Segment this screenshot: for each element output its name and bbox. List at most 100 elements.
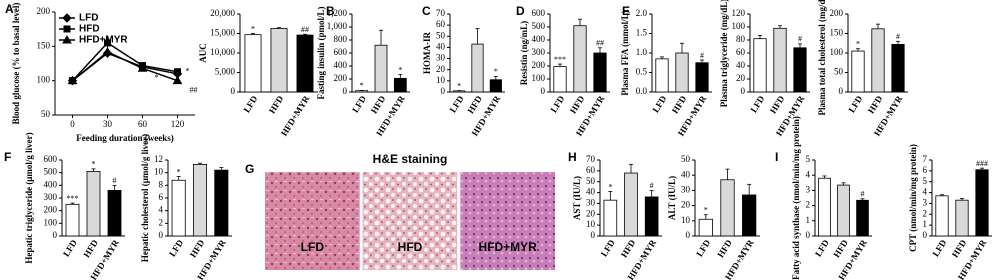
y-tick-label: 150 — [37, 40, 51, 50]
y-tick-label: 0 — [541, 86, 546, 96]
y-tick-label: 10 — [436, 75, 446, 85]
y-tick-label: 500 — [532, 21, 546, 31]
panel-label: B — [326, 4, 335, 18]
y-axis-title: Hepatic cholesterol (μmol/g liver) — [140, 134, 150, 262]
y-tick-label: 0 — [741, 86, 746, 96]
y-tick-label: 2.0 — [636, 8, 648, 18]
y-tick-label: 600 — [334, 47, 348, 57]
y-tick-label: 0 — [441, 86, 446, 96]
significance: * — [92, 160, 96, 169]
y-tick-label: 50 — [586, 176, 596, 186]
histology-image — [362, 172, 458, 270]
x-tick-label: HFD — [568, 93, 587, 115]
bar — [698, 218, 713, 237]
significance: * — [856, 40, 860, 49]
point — [104, 39, 111, 47]
bar — [837, 184, 850, 237]
y-tick-label: 10 — [154, 167, 164, 177]
y-tick-label: 100 — [830, 47, 844, 57]
y-tick-label: 0 — [839, 86, 844, 96]
y-tick-label: 30 — [436, 53, 446, 63]
x-tick-label: HFD — [715, 237, 734, 259]
histology-image — [460, 172, 555, 270]
y-tick-label: 2 — [806, 200, 811, 210]
image-label: LFD — [301, 240, 325, 254]
bar — [644, 196, 659, 237]
significance: * — [494, 67, 498, 76]
image-title: H&E staining — [373, 152, 448, 166]
x-tick-label: LFD — [650, 93, 668, 114]
y-tick-label: 200 — [334, 73, 348, 83]
significance: * — [177, 167, 181, 176]
bar — [471, 43, 484, 93]
y-tick-label: 1,000 — [327, 21, 348, 31]
x-tick-label: HFD — [369, 93, 388, 115]
significance: * — [704, 206, 708, 215]
bar — [891, 44, 905, 93]
significance: ## — [596, 39, 604, 48]
x-tick-label: LFD — [167, 237, 185, 258]
y-axis-title: HOMA-IR — [422, 32, 432, 74]
bar — [773, 27, 787, 93]
y-tick-label: 20 — [681, 200, 691, 210]
y-tick-label: 70 — [436, 8, 446, 18]
y-axis-title: Blood glucose (% to basal level) — [11, 3, 21, 125]
significance: ## — [190, 85, 198, 94]
bar — [65, 203, 80, 237]
point — [172, 75, 183, 85]
significance: # — [896, 32, 900, 41]
significance: # — [700, 51, 704, 60]
y-axis-title: AUC — [198, 43, 208, 63]
line — [71, 41, 178, 82]
y-tick-label: 60 — [736, 47, 746, 57]
x-tick-label: LFD — [813, 237, 831, 258]
y-tick-label: 100 — [44, 217, 58, 227]
x-tick-label: HFD — [670, 93, 689, 115]
bar — [935, 195, 949, 237]
y-tick-label: 1.0 — [636, 47, 648, 57]
bar — [171, 179, 186, 237]
y-tick-label: 8 — [159, 179, 164, 189]
significance: * — [251, 24, 255, 33]
y-tick-label: 0 — [159, 230, 164, 240]
bar — [742, 194, 757, 237]
bar — [675, 52, 689, 93]
y-tick-label: 100 — [532, 73, 546, 83]
bar — [593, 52, 607, 93]
y-tick-label: 0 — [591, 230, 596, 240]
y-tick-label: 1,200 — [327, 8, 348, 18]
significance: * — [608, 182, 612, 191]
y-tick-label: 70 — [586, 154, 596, 164]
y-tick-label: 60 — [436, 19, 446, 29]
x-tick-label: HFD — [866, 93, 885, 115]
x-tick-label: LFD — [241, 93, 259, 114]
y-tick-label: 40 — [586, 187, 596, 197]
bar — [374, 44, 388, 93]
y-tick-label: 30 — [586, 197, 596, 207]
significance: ## — [301, 25, 309, 34]
x-tick-label: 0 — [70, 119, 75, 129]
x-axis-title: Feeding duration (weeks) — [76, 133, 174, 143]
y-tick-label: 200 — [44, 205, 58, 215]
y-tick-label: 0 — [686, 230, 691, 240]
panel-label: E — [622, 4, 630, 18]
panel-label: G — [245, 162, 254, 176]
significance: * — [155, 73, 159, 82]
bar — [955, 199, 969, 237]
bar — [86, 170, 101, 237]
bar — [296, 34, 314, 93]
image-label: HFD — [398, 240, 423, 254]
bar — [851, 50, 865, 93]
point — [174, 68, 181, 76]
y-tick-label: 4 — [159, 205, 164, 215]
bar — [244, 34, 262, 93]
y-tick-label: 50 — [681, 154, 691, 164]
y-tick-label: 0 — [343, 86, 348, 96]
y-tick-label: 6 — [159, 192, 164, 202]
x-tick-label: HFD — [768, 93, 787, 115]
legend-label: HFD — [79, 24, 100, 35]
bar — [393, 77, 407, 93]
y-tick-label: 400 — [532, 34, 546, 44]
y-tick-label: 120 — [732, 8, 746, 18]
